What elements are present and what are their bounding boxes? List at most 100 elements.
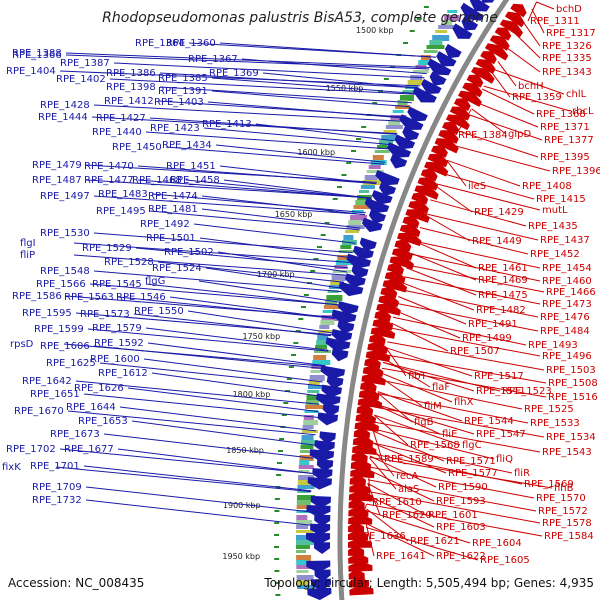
gene-label-right: flhX: [454, 397, 474, 408]
gene-arrow: [348, 506, 369, 517]
gene-label-right: flaF: [432, 382, 450, 393]
gene-label-right: RPE_1461: [478, 263, 528, 274]
gene-label-left: RPE_1502: [164, 247, 214, 258]
feature-block: [296, 530, 313, 533]
feature-block: [351, 210, 364, 213]
callout-line: [440, 172, 535, 200]
feature-block: [323, 305, 341, 309]
reverse-genes: [348, 3, 527, 596]
callout-line: [377, 392, 413, 423]
tick-mark: [383, 78, 389, 80]
gene-label-right: RPE_1590: [438, 482, 488, 493]
feature-block: [432, 35, 450, 41]
gene-label-left: RPE_1644: [66, 402, 116, 413]
callout-line: [119, 406, 317, 432]
tick-mark: [351, 150, 356, 152]
gene-label-right: RPE_1317: [546, 28, 596, 39]
gene-arrow: [337, 301, 359, 316]
feature-block: [297, 480, 310, 485]
callout-line: [436, 183, 541, 211]
gene-label-left: flgG: [145, 276, 165, 287]
gene-label-right: RPE_1335: [542, 53, 592, 64]
gene-label-right: RPE_1371: [540, 122, 590, 133]
tick-mark: [274, 510, 280, 512]
callout-line: [73, 242, 350, 263]
gene-arrow: [348, 537, 373, 548]
gene-arrow: [494, 27, 512, 41]
gene-label-right: RPE_1484: [540, 326, 590, 337]
gene-arrow: [353, 245, 374, 260]
gene-arrow: [471, 66, 495, 84]
callout-line: [147, 342, 326, 367]
tick-mark: [390, 66, 396, 68]
callout-line: [368, 466, 535, 499]
gene-arrow: [489, 35, 510, 51]
callout-line: [85, 499, 311, 526]
gene-arrow: [306, 533, 331, 545]
gene-label-left: RPE_1524: [152, 263, 202, 274]
tick-mark: [274, 546, 279, 548]
kbp-tick-label: 1500 kbp: [356, 26, 394, 35]
feature-block: [325, 300, 338, 305]
callout-line: [159, 86, 412, 104]
tick-mark: [288, 366, 294, 368]
tick-mark: [295, 330, 301, 332]
gene-arrow: [402, 126, 420, 141]
gene-arrow: [361, 217, 383, 233]
feature-block: [296, 555, 312, 561]
callout-line: [185, 179, 371, 199]
gene-label-right: RPE_1359: [512, 92, 562, 103]
feature-block: [297, 585, 315, 589]
tick-mark: [317, 246, 322, 248]
gene-arrow: [349, 474, 366, 486]
callout-line: [219, 42, 436, 58]
gene-arrow: [380, 286, 398, 299]
gene-arrow: [386, 142, 412, 158]
gene-label-left: RPE_1546: [116, 292, 166, 303]
gene-arrow: [364, 356, 381, 369]
feature-block: [311, 365, 326, 369]
tick-mark: [293, 342, 299, 344]
gene-label-left: flgI: [20, 238, 36, 249]
feature-block: [429, 40, 443, 45]
gene-arrow: [389, 255, 414, 270]
gene-arrow: [384, 271, 406, 284]
tick-mark: [286, 378, 292, 380]
gene-arrow: [348, 568, 365, 580]
gene-arrow: [390, 154, 408, 169]
callout-line: [217, 251, 348, 273]
feature-block: [392, 110, 404, 113]
gene-arrow: [346, 253, 372, 269]
gene-label-left: rpsD: [10, 339, 34, 350]
callout-line: [109, 78, 417, 95]
gene-arrow: [348, 498, 365, 509]
tick-mark: [275, 594, 281, 596]
gene-arrow: [417, 177, 439, 191]
tick-mark: [278, 450, 283, 452]
callout-line: [377, 393, 529, 424]
gene-label-right: RPE_1641: [376, 551, 426, 562]
callout-line: [468, 114, 543, 141]
gene-label-left: RPE_1487: [32, 175, 82, 186]
gene-arrow: [407, 106, 428, 122]
gene-arrow: [337, 320, 355, 334]
callout-line: [493, 68, 565, 95]
gene-label-left: RPE_1528: [104, 257, 154, 268]
tick-mark: [361, 126, 367, 128]
gene-arrow: [434, 138, 459, 154]
gene-arrow: [444, 43, 462, 59]
callout-line: [527, 1, 537, 22]
feature-block: [296, 565, 313, 569]
gene-label-left: RPE_1501: [146, 233, 196, 244]
feature-block: [298, 470, 310, 473]
callout-line: [385, 347, 473, 377]
gene-arrow: [449, 106, 471, 121]
gene-arrow: [348, 545, 365, 556]
callout-line: [91, 116, 398, 135]
gene-arrow: [379, 182, 397, 197]
gene-label-left: RPE_1492: [140, 219, 190, 230]
gene-arrow: [462, 82, 483, 98]
gene-label-right: RPE_1534: [546, 432, 596, 443]
gene-label-left: RPE_1386: [106, 68, 156, 79]
gene-arrow: [364, 197, 390, 214]
